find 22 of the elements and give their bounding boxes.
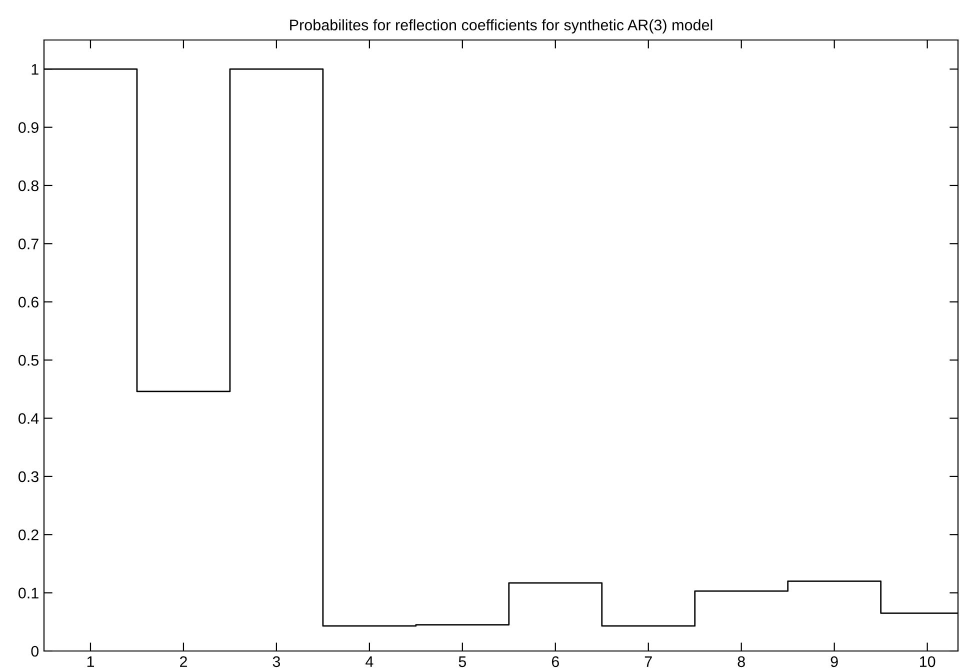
y-tick-label: 0.4 (18, 413, 39, 424)
y-tick-label: 0.5 (18, 354, 38, 366)
x-tick-label: 9 (830, 656, 838, 668)
y-tick-label: 0.7 (18, 238, 38, 250)
x-tick-label: 10 (920, 656, 936, 668)
y-tick-label: 0.9 (18, 122, 38, 133)
x-tick-label: 5 (458, 656, 466, 668)
x-tick-label: 1 (87, 656, 94, 667)
x-tick-label: 8 (738, 656, 745, 668)
x-tick-label: 7 (644, 656, 652, 667)
y-tick-label: 0.2 (18, 529, 38, 540)
x-tick-label: 2 (180, 656, 187, 667)
y-tick-label: 0.8 (18, 180, 38, 192)
y-tick-label: 0.6 (18, 296, 38, 308)
y-tick-label: 0 (31, 646, 39, 657)
y-tick-label: 0.1 (18, 588, 38, 598)
y-tick-label: 0.3 (18, 471, 38, 482)
x-tick-label: 4 (366, 656, 374, 667)
y-tick-label: 1 (32, 64, 38, 75)
x-tick-label: 3 (272, 656, 280, 668)
chart-title: Probabilites for reflection coefficients for synthetic AR(3) model (290, 19, 712, 34)
x-tick-label: 6 (552, 656, 559, 668)
